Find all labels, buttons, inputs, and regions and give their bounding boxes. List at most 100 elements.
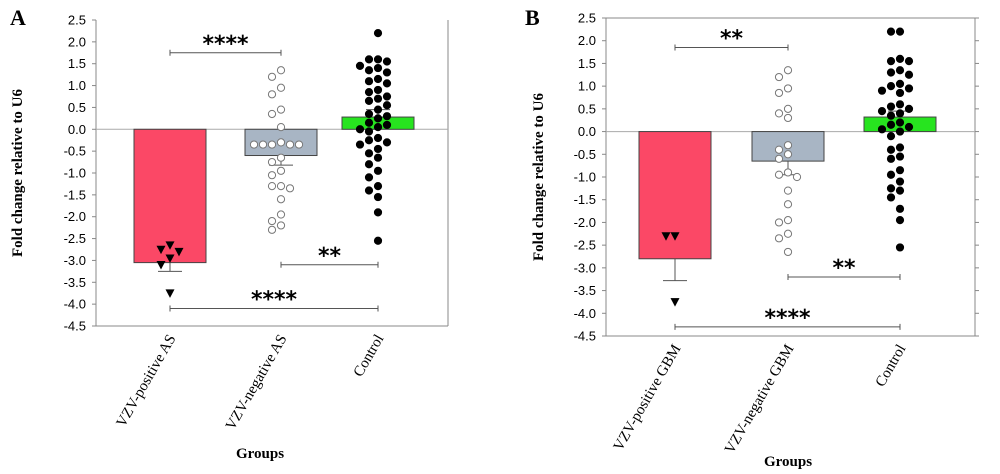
data-point <box>355 125 365 134</box>
data-point <box>249 140 259 149</box>
data-point <box>774 72 784 82</box>
data-point <box>373 114 383 123</box>
data-point <box>276 221 286 230</box>
data-point <box>267 182 277 191</box>
data-point <box>276 123 286 132</box>
data-point <box>276 195 286 204</box>
data-point <box>895 54 905 63</box>
data-point <box>774 234 784 243</box>
data-point <box>783 168 793 177</box>
data-point <box>364 88 374 97</box>
data-point <box>373 85 383 95</box>
data-point <box>364 96 374 105</box>
y-tick-label: -1.0 <box>64 166 86 181</box>
data-point <box>783 141 793 150</box>
data-point <box>895 143 905 152</box>
y-tick-label: -2.0 <box>574 215 596 230</box>
data-point <box>276 66 286 75</box>
data-point <box>895 66 905 75</box>
data-point <box>886 120 896 129</box>
y-tick-label: -0.5 <box>64 144 86 159</box>
data-point <box>877 107 887 116</box>
significance-label: ** <box>318 244 342 269</box>
data-point <box>276 83 286 92</box>
data-point <box>886 57 896 66</box>
panel-a: A 2.5 2.0 1.5 1.0 0.5 0.0 -0.5 -1.0 -1.5 -2.0 -2.5 -… <box>10 5 449 462</box>
significance-label: ** <box>832 256 856 281</box>
data-point <box>382 138 392 147</box>
data-point <box>774 109 784 118</box>
data-point <box>373 153 383 162</box>
data-point <box>355 61 365 71</box>
data-point <box>156 260 166 270</box>
data-point <box>783 84 793 93</box>
data-point <box>895 27 905 36</box>
data-point <box>382 112 392 121</box>
data-point <box>276 166 286 175</box>
y-tick-label: 1.0 <box>68 78 86 93</box>
category-label: VZV-negative GBM <box>722 342 797 457</box>
data-point <box>895 177 905 186</box>
x-axis-title: Groups <box>236 446 284 462</box>
data-point <box>373 144 383 154</box>
data-point <box>661 232 671 241</box>
data-point <box>373 166 383 175</box>
data-point <box>895 100 905 109</box>
data-point <box>895 152 905 161</box>
data-point <box>382 120 392 130</box>
data-point <box>877 86 887 95</box>
data-point <box>267 157 277 167</box>
y-tick-label: 0.0 <box>68 122 86 137</box>
data-point <box>373 29 383 38</box>
y-tick-label: -4.0 <box>574 306 596 321</box>
data-point <box>783 247 793 257</box>
data-point <box>267 140 277 149</box>
data-point <box>783 229 793 238</box>
y-tick-label: 2.0 <box>68 34 86 49</box>
data-point <box>774 218 784 227</box>
data-point <box>904 104 914 113</box>
data-point <box>165 254 175 263</box>
data-point <box>783 66 793 75</box>
data-point <box>382 79 392 88</box>
data-point <box>904 70 914 79</box>
data-point <box>276 182 286 191</box>
data-point <box>904 57 914 66</box>
y-tick-label: -4.5 <box>64 319 86 334</box>
data-point <box>886 111 896 120</box>
data-point <box>783 186 793 195</box>
data-point <box>895 243 905 252</box>
data-point <box>886 184 896 193</box>
data-point <box>886 170 896 179</box>
significance-label: **** <box>202 32 249 57</box>
y-tick-label: -2.0 <box>64 209 86 224</box>
data-point <box>382 101 392 110</box>
data-point <box>294 140 304 149</box>
category-label: VZV-positive GBM <box>611 342 685 454</box>
y-tick-label: -3.0 <box>574 260 596 275</box>
data-point <box>886 145 896 154</box>
y-tick-label: -1.5 <box>574 192 596 207</box>
y-tick-label: 0.5 <box>68 100 86 115</box>
data-point <box>895 109 905 118</box>
data-point <box>373 105 383 114</box>
category-label: VZV-negative AS <box>223 332 291 433</box>
y-tick-label: -4.5 <box>574 329 596 344</box>
significance-label: **** <box>251 288 298 313</box>
data-point <box>364 66 374 75</box>
data-point <box>774 154 784 163</box>
y-tick-label: -0.5 <box>574 147 596 162</box>
data-point <box>276 138 286 147</box>
panel-b: B 2.5 2.0 1.5 1.0 0.5 0.0 -0.5 -1.0 -1.5 -2.0 -2.5 -… <box>525 5 979 470</box>
data-point <box>364 118 374 127</box>
category-label: Control <box>351 332 388 380</box>
data-point <box>886 82 896 91</box>
data-point <box>895 216 905 225</box>
data-point <box>373 192 383 202</box>
data-point <box>364 136 374 145</box>
data-point <box>774 145 784 154</box>
data-point <box>267 225 277 234</box>
data-point <box>373 63 383 73</box>
data-point <box>886 68 896 77</box>
category-label: Control <box>873 342 910 390</box>
